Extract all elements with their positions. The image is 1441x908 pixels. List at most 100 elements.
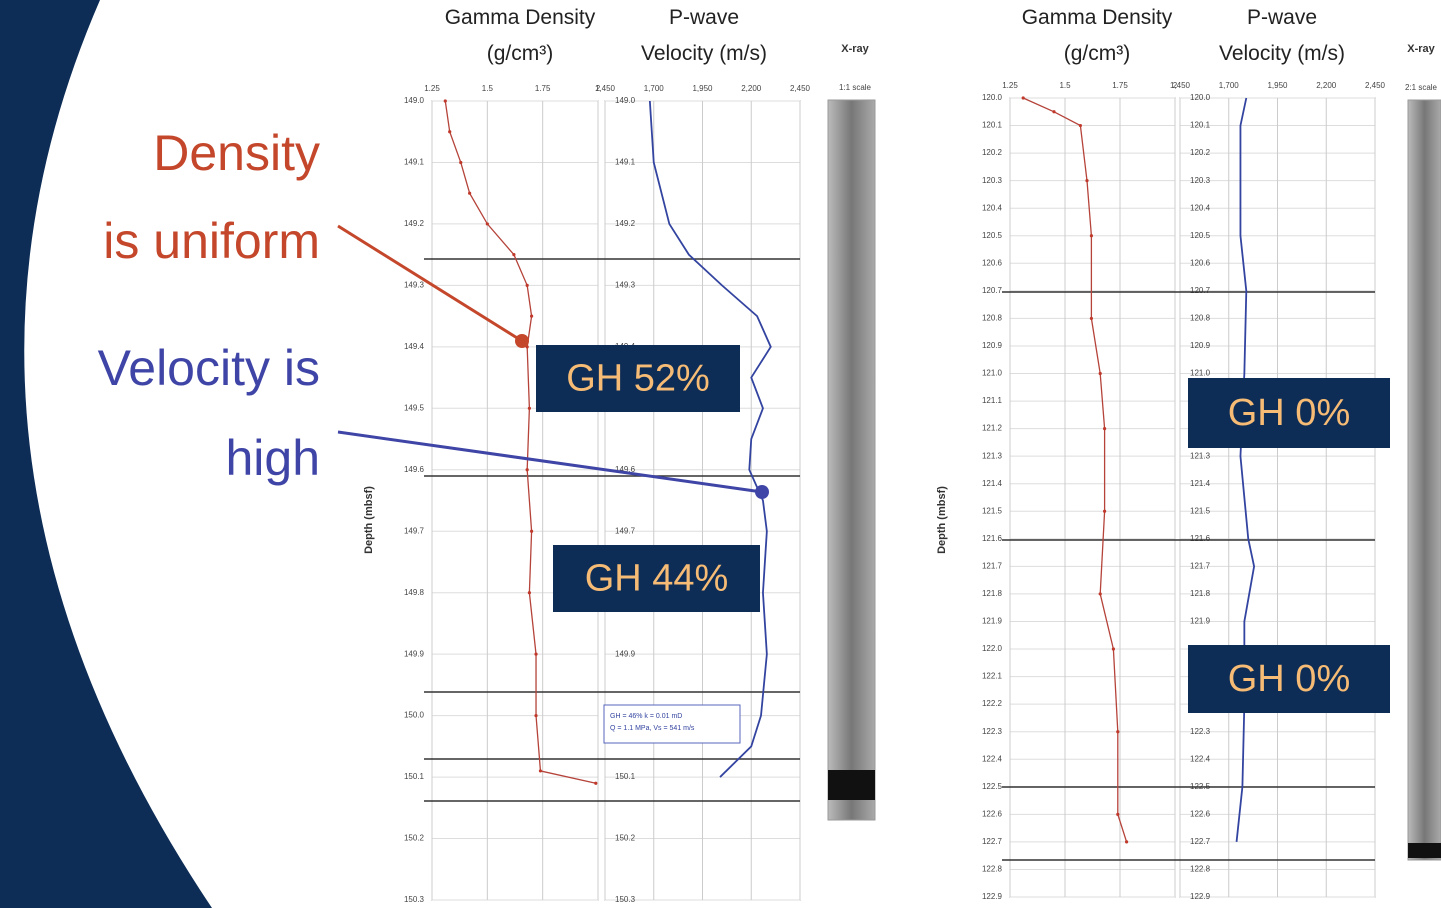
depth-tick: 121.5 [1190,506,1211,515]
density-dot [468,192,471,195]
depth-tick: 122.8 [1190,865,1211,874]
xray-dark [1408,843,1441,858]
depth-tick: 120.9 [1190,341,1211,350]
axis-tick: 1,450 [595,84,616,93]
density-dot [1022,96,1025,99]
header: Gamma Density [1022,6,1173,29]
gh-label: GH 52% [566,358,710,400]
axis-tick: 1.75 [535,84,551,93]
xray-scale: 2:1 scale [1405,83,1438,92]
depth-tick: 121.9 [982,617,1003,626]
depth-tick: 149.2 [615,219,636,228]
depth-tick: 121.6 [1190,534,1211,543]
depth-tick: 120.4 [982,203,1003,212]
depth-tick: 121.4 [982,479,1003,488]
note-text: GH = 46% k = 0.01 mD [610,713,682,720]
depth-tick: 120.2 [1190,148,1211,157]
depth-tick: 122.6 [982,809,1003,818]
density-dot [512,253,515,256]
axis-tick: 1,700 [1219,81,1240,90]
depth-tick: 149.3 [615,280,636,289]
axis-tick: 1,450 [1170,81,1191,90]
xray-scale: 1:1 scale [839,83,872,92]
density-dot [1103,510,1106,513]
callout-dot [515,334,529,348]
density-dot [1116,813,1119,816]
depth-tick: 122.4 [982,754,1003,763]
depth-tick: 120.0 [1190,93,1211,102]
depth-tick: 150.1 [615,772,636,781]
depth-tick: 120.3 [982,176,1003,185]
depth-tick: 122.7 [982,837,1003,846]
depth-tick: 150.3 [404,895,425,904]
axis-tick: 1.25 [1002,81,1018,90]
density-dot [539,769,542,772]
header: (g/cm³) [1064,42,1131,65]
header: Gamma Density [445,6,596,29]
density-dot [1090,234,1093,237]
density-dot [459,161,462,164]
xray-dark [828,770,875,800]
density-dot [530,315,533,318]
depth-tick: 122.2 [982,699,1003,708]
gh-label: GH 44% [585,558,729,600]
depth-label: Depth (mbsf) [363,486,375,554]
density-dot [1116,730,1119,733]
depth-tick: 149.6 [404,465,425,474]
header: Velocity (m/s) [1219,42,1345,65]
depth-tick: 122.8 [982,865,1003,874]
depth-tick: 121.1 [982,396,1003,405]
depth-tick: 121.2 [982,424,1003,433]
density-dot [594,782,597,785]
axis-tick: 1.5 [1059,81,1071,90]
density-dot [1090,317,1093,320]
note-box [604,705,740,743]
depth-tick: 150.1 [404,772,425,781]
density-dot [444,99,447,102]
depth-tick: 122.7 [1190,837,1211,846]
header: Velocity (m/s) [641,42,767,65]
depth-tick: 150.2 [404,834,425,843]
depth-tick: 120.5 [982,231,1003,240]
xray-header: X-ray [1407,43,1435,55]
gh-label: GH 0% [1228,392,1350,434]
xray-header: X-ray [841,43,869,55]
depth-tick: 122.9 [982,892,1003,901]
depth-tick: 121.7 [982,561,1003,570]
density-dot [528,407,531,410]
depth-tick: 120.2 [982,148,1003,157]
depth-tick: 120.9 [982,341,1003,350]
axis-tick: 2,450 [790,84,811,93]
depth-tick: 120.1 [982,121,1003,130]
density-dot [448,130,451,133]
depth-tick: 120.4 [1190,203,1211,212]
depth-tick: 120.3 [1190,176,1211,185]
depth-tick: 121.3 [1190,451,1211,460]
depth-tick: 122.4 [1190,754,1211,763]
depth-label: Depth (mbsf) [936,486,948,554]
header: (g/cm³) [487,42,554,65]
xray-image [828,100,875,820]
depth-tick: 122.6 [1190,809,1211,818]
depth-tick: 120.5 [1190,231,1211,240]
depth-tick: 149.7 [615,526,636,535]
density-dot [1099,592,1102,595]
depth-tick: 122.3 [982,727,1003,736]
axis-tick: 2,200 [741,84,762,93]
depth-tick: 122.9 [1190,892,1211,901]
slide: Density is uniform Velocity is high Gamm… [0,0,1441,908]
depth-tick: 150.3 [615,895,636,904]
axis-tick: 2,450 [1365,81,1386,90]
depth-tick: 121.5 [982,506,1003,515]
depth-tick: 120.8 [982,314,1003,323]
density-dot [528,591,531,594]
depth-tick: 149.0 [615,96,636,105]
depth-tick: 121.3 [982,451,1003,460]
axis-tick: 1,950 [1267,81,1288,90]
depth-tick: 120.6 [1190,258,1211,267]
density-dot [1125,840,1128,843]
depth-tick: 121.8 [1190,589,1211,598]
callout-dot [755,485,769,499]
callout-text: Density [153,125,320,181]
note-text: Q = 1.1 MPa, Vs = 541 m/s [610,725,695,732]
